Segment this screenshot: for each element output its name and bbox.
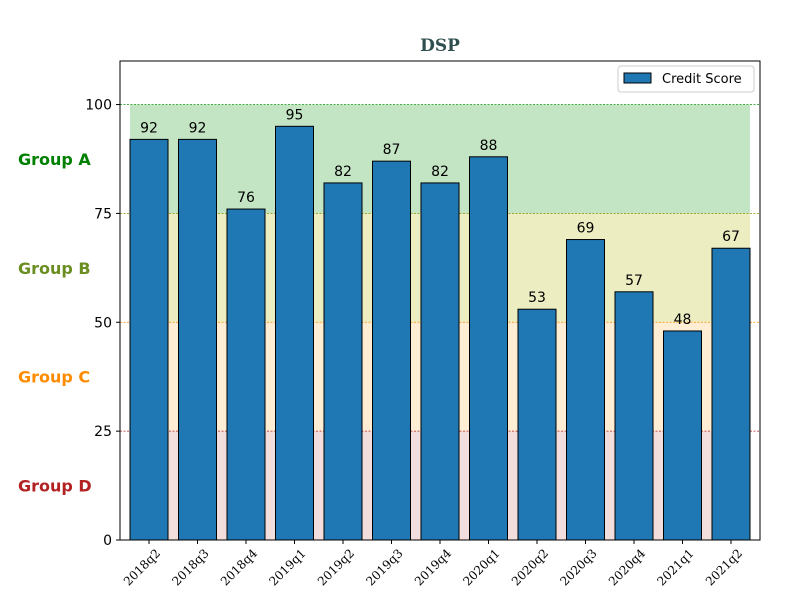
x-tick-label: 2021q1: [654, 546, 696, 588]
bar-value-label: 69: [577, 221, 595, 237]
legend-label: Credit Score: [662, 72, 742, 87]
x-axis-ticks: 2018q2 2018q3 2018q4 2019q1 2019q2 2019q3 2019…: [121, 540, 745, 589]
bar-2020q4: [614, 291, 654, 541]
group-labels: Group A Group B Group C Group D: [18, 150, 92, 496]
y-tick-label: 0: [103, 533, 112, 549]
x-tick-label: 2018q3: [169, 546, 211, 588]
x-tick-label: 2019q2: [315, 546, 357, 588]
bar-2018q2: [129, 138, 169, 541]
bar-value-label: 82: [431, 164, 449, 180]
group-label-group-b: Group B: [18, 259, 91, 278]
bar-2018q3: [178, 138, 217, 541]
y-axis-ticks: 0 25 50 75 100: [85, 98, 120, 549]
x-tick-label: 2020q4: [606, 546, 649, 589]
bar-value-label: 57: [625, 273, 643, 289]
bar-value-label: 67: [722, 229, 740, 245]
bar-value-label: 48: [674, 312, 692, 328]
y-tick-label: 50: [94, 315, 112, 331]
group-label-group-c: Group C: [18, 368, 90, 387]
bar-value-label: 53: [528, 290, 546, 306]
chart-title: DSP: [420, 36, 460, 56]
x-tick-label: 2020q3: [557, 546, 599, 588]
x-tick-label: 2019q1: [266, 546, 308, 588]
x-tick-label: 2020q2: [509, 546, 551, 588]
bar-2021q1: [663, 330, 702, 541]
x-tick-label: 2019q4: [412, 546, 455, 589]
bars: [129, 125, 751, 541]
bar-value-label: 92: [189, 120, 207, 136]
bar-2018q4: [226, 208, 266, 541]
bar-value-label: 88: [480, 138, 498, 154]
x-tick-label: 2021q2: [703, 546, 745, 588]
bar-value-label: 92: [140, 120, 158, 136]
x-tick-label: 2019q3: [363, 546, 405, 588]
group-label-group-d: Group D: [18, 477, 92, 496]
bar-2020q1: [469, 156, 508, 541]
x-tick-label: 2018q4: [218, 546, 261, 589]
bar-value-label: 76: [237, 190, 255, 206]
y-tick-label: 100: [85, 98, 112, 114]
bar-2019q3: [372, 160, 411, 541]
bar-2020q3: [566, 239, 605, 541]
bar-2021q2: [711, 247, 751, 541]
bar-2019q1: [275, 125, 314, 541]
x-tick-label: 2018q2: [121, 546, 163, 588]
bar-2019q2: [323, 182, 363, 541]
legend-box: [617, 65, 755, 93]
bar-value-label: 95: [286, 107, 304, 123]
x-tick-label: 2020q1: [460, 546, 502, 588]
bar-2020q2: [517, 308, 557, 541]
legend: Credit Score: [617, 65, 755, 93]
bar-2019q4: [420, 182, 460, 541]
bar-value-label: 82: [334, 164, 352, 180]
legend-swatch: [623, 72, 652, 84]
y-tick-label: 25: [94, 424, 112, 440]
group-label-group-a: Group A: [18, 150, 91, 169]
bar-value-labels: 92 92 76 95 82 87 82 88 53 69 57 48 67: [140, 107, 740, 328]
y-tick-label: 75: [94, 206, 112, 222]
bar-value-label: 87: [383, 142, 401, 158]
